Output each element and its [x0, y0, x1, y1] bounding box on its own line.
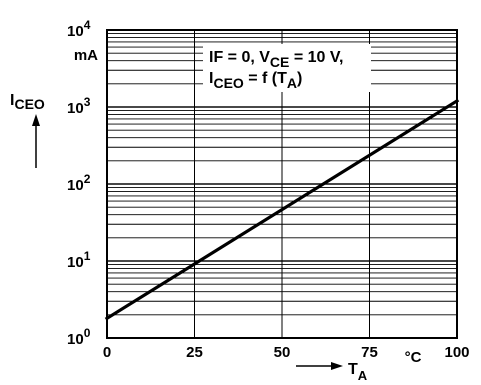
y-tick-label: 101	[67, 249, 91, 271]
y-tick-label: 103	[67, 95, 91, 117]
x-axis-label: TA	[348, 361, 368, 383]
y-tick-label: 104	[67, 18, 91, 40]
x-tick-label: 100	[444, 344, 469, 361]
x-tick-label: 25	[186, 344, 203, 361]
series-line	[104, 98, 460, 321]
annotation-background	[203, 44, 371, 92]
y-tick-labels: 100 101 102 103 104	[67, 18, 91, 348]
annotation-line-2: ICEO = f (TA)	[209, 70, 302, 91]
x-unit-label: °C	[405, 349, 422, 366]
x-axis-arrow	[296, 362, 343, 370]
x-tick-label: 50	[274, 344, 291, 361]
annotation-line-1: IF = 0, VCE = 10 V,	[209, 49, 344, 70]
series-layer	[104, 98, 460, 321]
y-tick-label: 100	[67, 326, 91, 348]
x-tick-label: 75	[361, 344, 378, 361]
grid	[106, 29, 458, 339]
annotation-box	[203, 44, 371, 92]
y-unit-label: mA	[74, 47, 98, 64]
y-axis-arrow	[32, 114, 40, 168]
y-axis-label: ICEO	[10, 92, 45, 112]
x-tick-label: 0	[103, 344, 111, 361]
plot-frame	[106, 29, 458, 339]
x-tick-labels: 0 25 50 75 100	[103, 344, 470, 361]
y-tick-label: 102	[67, 172, 91, 194]
